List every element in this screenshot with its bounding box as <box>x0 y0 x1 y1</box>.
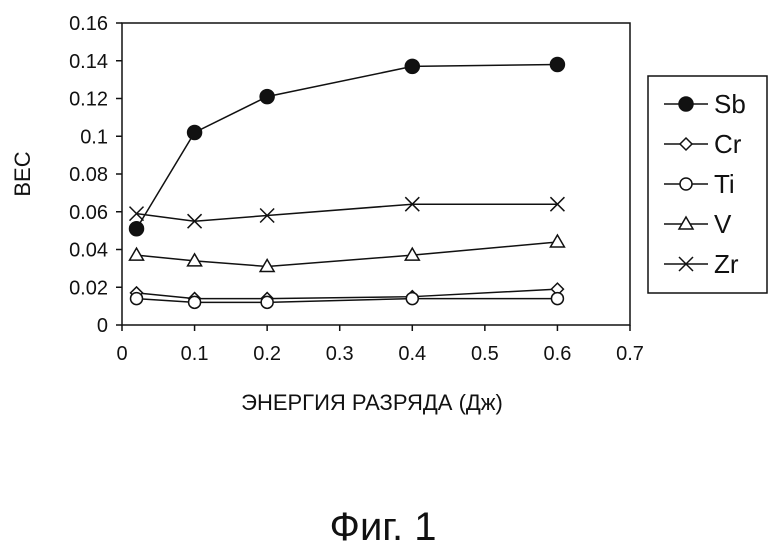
series-v <box>130 235 565 272</box>
x-tick-label: 0.6 <box>544 343 572 365</box>
legend-marker-ti <box>680 178 692 190</box>
legend-label-v: V <box>714 209 732 239</box>
data-point-sb <box>188 125 202 139</box>
data-point-sb <box>405 59 419 73</box>
data-point-v <box>550 235 564 247</box>
x-axis-title: ЭНЕРГИЯ РАЗРЯДА (Дж) <box>241 390 503 415</box>
y-tick-label: 0.08 <box>69 164 108 186</box>
series-layer <box>130 58 565 309</box>
y-tick-label: 0.12 <box>69 89 108 111</box>
x-tick-label: 0.4 <box>398 343 426 365</box>
x-axis-ticks: 0 0.1 0.2 0.3 0.4 0.5 0.6 0.7 <box>116 325 643 365</box>
series-line-zr <box>137 204 558 221</box>
y-tick-label: 0.14 <box>69 51 108 73</box>
data-point-ti <box>189 296 201 308</box>
y-tick-label: 0.04 <box>69 240 108 262</box>
legend-label-cr: Cr <box>714 129 742 159</box>
x-tick-label: 0.3 <box>326 343 354 365</box>
data-point-ti <box>131 293 143 305</box>
x-tick-label: 0.5 <box>471 343 499 365</box>
x-tick-label: 0 <box>116 343 127 365</box>
x-tick-label: 0.2 <box>253 343 281 365</box>
data-point-ti <box>261 296 273 308</box>
y-tick-label: 0.02 <box>69 277 108 299</box>
data-point-sb <box>130 222 144 236</box>
data-point-ti <box>406 293 418 305</box>
legend-label-sb: Sb <box>714 89 746 119</box>
legend-label-ti: Ti <box>714 169 735 199</box>
figure-caption: Фиг. 1 <box>330 505 437 549</box>
y-tick-label: 0.16 <box>69 13 108 35</box>
y-tick-label: 0.06 <box>69 202 108 224</box>
x-tick-label: 0.7 <box>616 343 644 365</box>
series-zr <box>130 197 565 228</box>
data-point-ti <box>551 293 563 305</box>
data-point-sb <box>260 90 274 104</box>
y-axis-title: BEC <box>10 151 35 196</box>
legend-label-zr: Zr <box>714 249 739 279</box>
y-tick-label: 0 <box>97 315 108 337</box>
data-point-sb <box>550 58 564 72</box>
y-axis-ticks: 0 0.02 0.04 0.06 0.08 0.1 0.12 0.14 0.16 <box>69 13 122 337</box>
x-tick-label: 0.1 <box>181 343 209 365</box>
legend-marker-sb <box>679 97 693 111</box>
y-tick-label: 0.1 <box>80 126 108 148</box>
data-point-v <box>130 248 144 260</box>
